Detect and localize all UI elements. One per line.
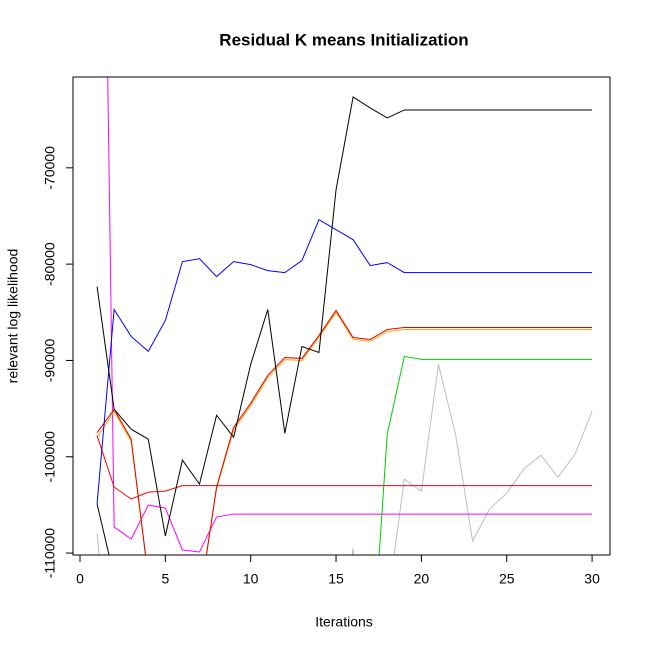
series-line (96, 309, 593, 555)
x-tick-label: 30 (584, 571, 600, 587)
y-tick-label: -80000 (42, 242, 58, 286)
chart-title: Residual K means Initialization (219, 30, 468, 49)
x-axis-label: Iterations (315, 614, 373, 630)
series-line (378, 355, 593, 555)
x-tick-label: 20 (414, 571, 430, 587)
plot-lines (96, 77, 593, 555)
series-line (107, 77, 593, 553)
y-tick-label: -70000 (42, 146, 58, 190)
series-line (96, 435, 593, 500)
y-axis-label: relevant log likelihood (5, 249, 21, 384)
x-tick-label: 10 (243, 571, 259, 587)
x-tick-label: 25 (499, 571, 515, 587)
y-tick-label: -90000 (42, 338, 58, 382)
series-line (96, 96, 593, 537)
series-line (96, 364, 593, 555)
series-line (96, 311, 593, 555)
y-tick-label: -100000 (42, 431, 58, 483)
x-tick-label: 5 (161, 571, 169, 587)
x-tick-label: 15 (328, 571, 344, 587)
x-tick-label: 0 (76, 571, 84, 587)
y-tick-label: -110000 (42, 528, 58, 579)
series-line (96, 219, 593, 504)
